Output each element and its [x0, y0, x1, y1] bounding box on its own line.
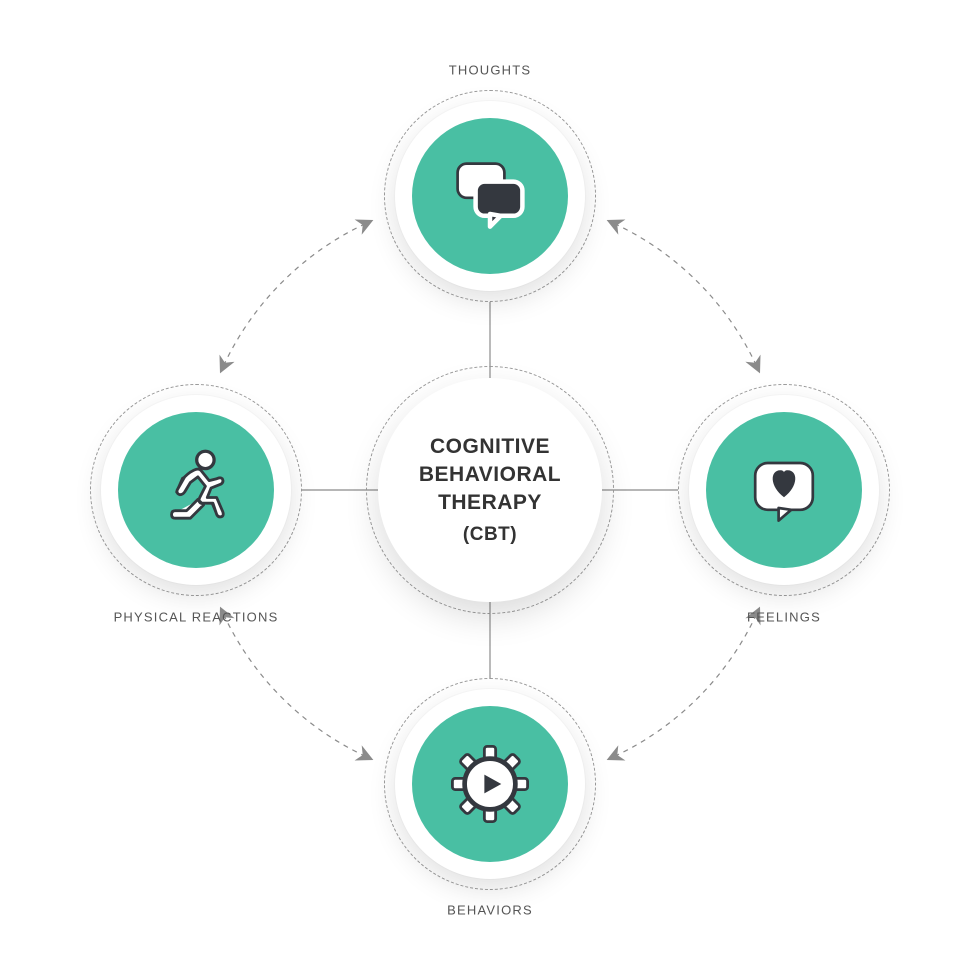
node-feelings [678, 384, 890, 596]
gear-play-icon [443, 737, 537, 831]
center-inner-circle: COGNITIVE BEHAVIORAL THERAPY (CBT) [383, 383, 597, 597]
center-node: COGNITIVE BEHAVIORAL THERAPY (CBT) [366, 366, 614, 614]
node-inner-circle [412, 706, 568, 862]
center-title: COGNITIVE BEHAVIORAL THERAPY (CBT) [419, 433, 561, 548]
node-inner-circle [412, 118, 568, 274]
running-person-icon [149, 443, 243, 537]
label-feelings: FEELINGS [747, 610, 821, 625]
diagram-stage: COGNITIVE BEHAVIORAL THERAPY (CBT) THOUG… [0, 0, 980, 980]
node-behaviors [384, 678, 596, 890]
label-physical: PHYSICAL REACTIONS [114, 610, 279, 625]
center-title-line-1: COGNITIVE [419, 433, 561, 461]
center-subtitle: (CBT) [419, 522, 561, 548]
speech-bubbles-icon [445, 151, 535, 241]
label-thoughts: THOUGHTS [449, 63, 532, 78]
node-inner-circle [118, 412, 274, 568]
label-behaviors: BEHAVIORS [447, 903, 533, 918]
center-title-line-2: BEHAVIORAL [419, 461, 561, 489]
node-thoughts [384, 90, 596, 302]
node-inner-circle [706, 412, 862, 568]
node-physical [90, 384, 302, 596]
heart-bubble-icon [739, 445, 829, 535]
center-title-line-3: THERAPY [419, 489, 561, 517]
